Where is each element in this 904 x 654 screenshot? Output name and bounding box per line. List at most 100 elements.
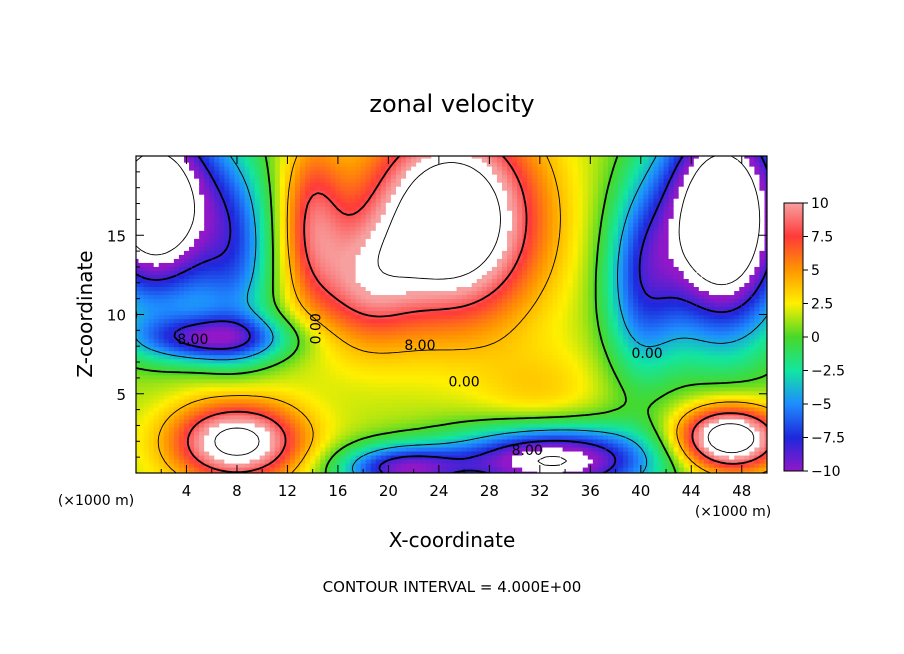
field-cell: [325, 418, 331, 424]
field-cell: [350, 378, 357, 384]
field-cell: [719, 434, 725, 440]
field-cell: [269, 414, 276, 420]
field-cell: [744, 382, 750, 388]
field-cell: [613, 342, 619, 348]
field-cell: [380, 406, 387, 412]
field-cell: [183, 374, 190, 380]
field-cell: [295, 386, 301, 392]
field-cell: [325, 458, 331, 464]
field-cell: [633, 422, 639, 428]
field-cell: [517, 362, 523, 368]
field-cell: [385, 374, 392, 380]
field-cell: [719, 374, 725, 380]
field-cell: [300, 434, 306, 440]
field-cell: [587, 330, 594, 336]
field-cell: [249, 362, 256, 368]
field-cell: [501, 402, 508, 408]
field-cell: [739, 350, 745, 356]
field-cell: [517, 402, 523, 408]
field-cell: [532, 466, 538, 472]
field-cell: [759, 450, 766, 456]
field-cell: [613, 382, 619, 388]
field-cell: [734, 418, 740, 424]
field-cell: [719, 430, 725, 436]
field-cell: [136, 398, 140, 404]
field-cell: [148, 438, 155, 444]
field-cell: [158, 410, 165, 416]
field-cell: [567, 350, 574, 356]
field-cell: [481, 442, 488, 448]
field-cell: [481, 330, 488, 336]
field-cell: [491, 362, 498, 368]
field-cell: [542, 374, 549, 380]
field-cell: [577, 418, 584, 424]
field-cell: [683, 378, 690, 384]
field-cell: [527, 430, 533, 436]
field-cell: [724, 438, 730, 444]
field-cell: [517, 458, 523, 464]
field-cell: [496, 378, 503, 384]
field-cell: [607, 438, 614, 444]
field-cell: [325, 322, 331, 328]
field-cell: [592, 390, 599, 396]
field-cell: [209, 462, 215, 468]
field-cell: [209, 342, 215, 348]
field-cell: [136, 382, 140, 388]
field-cell: [613, 378, 619, 384]
field-cell: [739, 426, 745, 432]
field-cell: [688, 342, 695, 348]
field-cell: [421, 390, 427, 396]
field-cell: [204, 318, 210, 324]
field-cell: [411, 346, 417, 352]
field-cell: [653, 326, 660, 332]
field-cell: [209, 454, 215, 460]
field-cell: [557, 386, 564, 392]
field-cell: [136, 358, 140, 364]
field-cell: [365, 354, 372, 360]
field-cell: [259, 390, 266, 396]
field-cell: [153, 366, 160, 372]
field-cell: [759, 322, 766, 328]
field-cell: [325, 358, 331, 364]
field-cell: [345, 378, 352, 384]
field-cell: [370, 466, 377, 472]
field-cell: [153, 354, 160, 360]
field-cell: [416, 410, 422, 416]
field-cell: [320, 462, 326, 468]
field-cell: [426, 322, 432, 328]
field-cell: [320, 382, 326, 388]
field-cell: [138, 318, 145, 324]
field-cell: [532, 378, 538, 384]
field-cell: [406, 414, 412, 420]
field-cell: [703, 422, 710, 428]
field-cell: [648, 390, 655, 396]
field-cell: [214, 314, 220, 320]
field-cell: [491, 354, 498, 360]
field-cell: [411, 458, 417, 464]
field-cell: [421, 426, 427, 432]
field-cell: [401, 470, 407, 473]
field-cell: [613, 402, 619, 408]
field-cell: [653, 386, 660, 392]
field-cell: [496, 330, 503, 336]
field-cell: [567, 458, 574, 464]
field-cell: [395, 374, 402, 380]
field-cell: [618, 346, 624, 352]
field-cell: [315, 398, 321, 404]
field-cell: [739, 382, 745, 388]
field-cell: [638, 382, 644, 388]
field-cell: [451, 434, 458, 440]
field-cell: [284, 438, 291, 444]
field-cell: [244, 386, 251, 392]
field-cell: [204, 378, 210, 384]
field-cell: [189, 454, 195, 460]
field-cell: [512, 426, 518, 432]
field-cell: [350, 342, 357, 348]
field-cell: [481, 454, 488, 460]
field-cell: [532, 450, 538, 456]
field-cell: [744, 466, 750, 472]
field-cell: [724, 358, 730, 364]
field-cell: [491, 414, 498, 420]
field-cell: [406, 322, 412, 328]
field-cell: [648, 374, 655, 380]
